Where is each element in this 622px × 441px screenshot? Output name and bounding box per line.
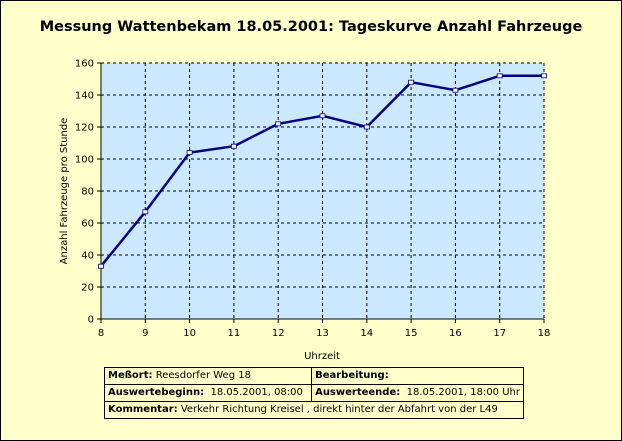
- y-tick-labels: 0 20 40 60 80 100 120 140 160: [75, 59, 101, 326]
- data-point: [275, 121, 282, 127]
- info-row: Kommentar: Verkehr Richtung Kreisel , di…: [104, 401, 524, 419]
- x-tick-label: 13: [316, 328, 329, 339]
- data-point: [363, 124, 370, 130]
- x-tick-label: 10: [183, 328, 196, 339]
- data-point: [98, 263, 104, 269]
- beginn-label: Auswertebeginn:: [108, 387, 205, 398]
- info-row: Auswertebeginn: 18.05.2001, 08:00 Auswer…: [103, 384, 524, 402]
- chart-title: Messung Wattenbekam 18.05.2001: Tageskur…: [40, 19, 583, 35]
- beginn-cell: Auswertebeginn: 18.05.2001, 08:00: [103, 384, 313, 402]
- x-tick-label: 18: [538, 328, 551, 339]
- y-tick-label: 80: [81, 187, 94, 198]
- info-table: Meßort: Reesdorfer Weg 18 Bearbeitung: A…: [103, 367, 524, 419]
- data-point: [319, 113, 326, 119]
- grid: [101, 62, 545, 319]
- x-tick-label: 9: [142, 328, 148, 339]
- data-point: [452, 87, 459, 93]
- info-row: Meßort: Reesdorfer Weg 18 Bearbeitung:: [103, 367, 524, 385]
- y-tick-label: 120: [75, 123, 94, 134]
- data-point: [496, 73, 503, 79]
- ende-label: Auswerteende:: [315, 387, 401, 398]
- x-axis-label: Uhrzeit: [304, 351, 340, 362]
- data-point: [230, 143, 237, 149]
- ende-value: 18.05.2001, 18:00 Uhr: [406, 387, 520, 398]
- y-tick-label: 0: [88, 315, 94, 326]
- kommentar-cell: Kommentar: Verkehr Richtung Kreisel , di…: [104, 401, 524, 419]
- x-tick-label: 16: [449, 328, 462, 339]
- beginn-value: 18.05.2001, 08:00: [210, 387, 303, 398]
- bearbeitung-label: Bearbeitung:: [315, 370, 389, 381]
- y-tick-label: 20: [81, 283, 94, 294]
- messort-cell: Meßort: Reesdorfer Weg 18: [103, 367, 313, 385]
- messort-label: Meßort:: [108, 370, 153, 381]
- data-point: [186, 150, 193, 156]
- y-tick-label: 100: [75, 155, 94, 166]
- x-tick-label: 14: [360, 328, 373, 339]
- y-axis-label: Anzahl Fahrzeuge pro Stunde: [59, 118, 70, 265]
- y-tick-label: 140: [75, 91, 94, 102]
- ende-cell: Auswerteende: 18.05.2001, 18:00 Uhr: [311, 384, 524, 402]
- x-tick-label: 17: [493, 328, 506, 339]
- data-point: [142, 209, 149, 215]
- bearbeitung-cell: Bearbeitung:: [311, 367, 524, 385]
- data-point: [408, 79, 415, 85]
- messort-value: Reesdorfer Weg 18: [155, 370, 251, 381]
- kommentar-value: Verkehr Richtung Kreisel , direkt hinter…: [180, 404, 498, 415]
- x-tick-labels: 8 9 10 11 12 13 14 15 16 17 18: [98, 319, 551, 339]
- x-tick-label: 12: [272, 328, 285, 339]
- y-tick-label: 40: [81, 251, 94, 262]
- y-tick-label: 60: [81, 219, 94, 230]
- data-point: [541, 73, 547, 79]
- x-tick-label: 11: [228, 328, 241, 339]
- y-tick-label: 160: [75, 59, 94, 70]
- kommentar-label: Kommentar:: [108, 404, 178, 415]
- x-tick-label: 8: [98, 328, 104, 339]
- series-line: [98, 73, 547, 269]
- x-tick-label: 15: [405, 328, 418, 339]
